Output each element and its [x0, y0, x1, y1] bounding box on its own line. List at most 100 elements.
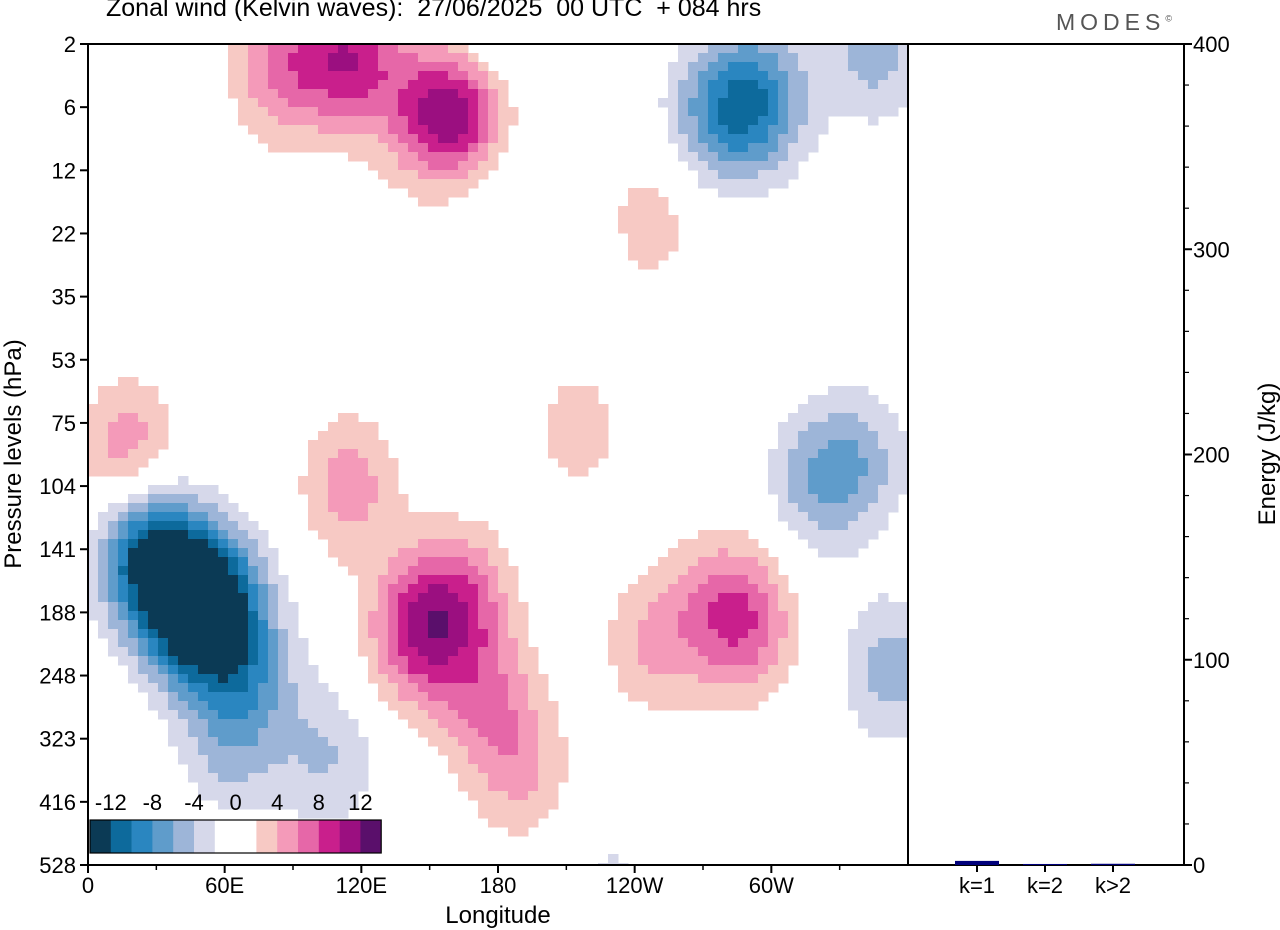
heatmap-cell — [208, 674, 219, 684]
colorbar-swatch — [256, 820, 278, 853]
heatmap-cell — [718, 71, 729, 81]
colorbar-swatch — [110, 820, 132, 853]
heatmap-cell — [228, 728, 239, 738]
heatmap-cell — [238, 782, 249, 792]
heatmap-cell — [258, 530, 269, 540]
heatmap-cell — [348, 89, 359, 99]
heatmap-cell — [848, 692, 859, 702]
heatmap-cell — [318, 800, 329, 810]
heatmap-cell — [408, 710, 419, 720]
heatmap-cell — [568, 422, 579, 432]
heatmap-cell — [458, 557, 469, 567]
heatmap-cell — [778, 575, 789, 585]
heatmap-cell — [718, 665, 729, 675]
heatmap-cell — [848, 674, 859, 684]
heatmap-cell — [328, 458, 339, 468]
heatmap-cell — [288, 737, 299, 747]
heatmap-cell — [808, 503, 819, 513]
heatmap-cell — [118, 620, 129, 630]
heatmap-cell — [838, 98, 849, 108]
heatmap-cell — [328, 530, 339, 540]
heatmap-cell — [98, 593, 109, 603]
heatmap-cell — [858, 503, 869, 513]
heatmap-cell — [438, 125, 449, 135]
heatmap-cell — [808, 107, 819, 117]
heatmap-cell — [768, 449, 779, 459]
heatmap-cell — [328, 44, 339, 54]
heatmap-cell — [748, 575, 759, 585]
heatmap-cell — [338, 413, 349, 423]
heatmap-cell — [858, 512, 869, 522]
heatmap-cell — [818, 62, 829, 72]
heatmap-cell — [248, 782, 259, 792]
heatmap-cell — [138, 548, 149, 558]
heatmap-cell — [468, 584, 479, 594]
heatmap-cell — [888, 449, 899, 459]
heatmap-cell — [198, 593, 209, 603]
heatmap-cell — [688, 557, 699, 567]
heatmap-cell — [788, 431, 799, 441]
heatmap-cell — [308, 746, 319, 756]
heatmap-cell — [848, 107, 859, 117]
heatmap-cell — [498, 107, 509, 117]
heatmap-cell — [438, 692, 449, 702]
heatmap-cell — [188, 692, 199, 702]
heatmap-cell — [698, 116, 709, 126]
heatmap-cell — [828, 440, 839, 450]
colorbar-tick-label: 12 — [348, 790, 372, 815]
heatmap-cell — [168, 557, 179, 567]
heatmap-cell — [268, 683, 279, 693]
heatmap-cell — [358, 512, 369, 522]
heatmap-cell — [208, 764, 219, 774]
heatmap-cell — [658, 701, 669, 711]
heatmap-cell — [828, 476, 839, 486]
heatmap-cell — [208, 782, 219, 792]
heatmap-cell — [238, 665, 249, 675]
heatmap-cell — [198, 728, 209, 738]
heatmap-cell — [258, 593, 269, 603]
heatmap-cell — [278, 701, 289, 711]
heatmap-cell — [838, 89, 849, 99]
heatmap-cell — [748, 557, 759, 567]
colorbar-swatch — [90, 820, 112, 853]
heatmap-cell — [708, 170, 719, 180]
heatmap-cell — [198, 620, 209, 630]
heatmap-cell — [808, 98, 819, 108]
heatmap-cell — [718, 566, 729, 576]
heatmap-cell — [258, 116, 269, 126]
heatmap-cell — [238, 656, 249, 666]
heatmap-cell — [468, 773, 479, 783]
heatmap-cell — [408, 593, 419, 603]
heatmap-cell — [738, 620, 749, 630]
heatmap-cell — [708, 674, 719, 684]
heatmap-cell — [238, 620, 249, 630]
heatmap-cell — [408, 62, 419, 72]
heatmap-cell — [418, 674, 429, 684]
heatmap-cell — [738, 575, 749, 585]
heatmap-cell — [318, 503, 329, 513]
heatmap-cell — [868, 530, 879, 540]
heatmap-cell — [848, 683, 859, 693]
heatmap-cell — [458, 746, 469, 756]
heatmap-cell — [88, 593, 99, 603]
heatmap-cell — [368, 107, 379, 117]
heatmap-cell — [148, 386, 159, 396]
heatmap-cell — [448, 701, 459, 711]
heatmap-cell — [498, 593, 509, 603]
heatmap-cell — [798, 485, 809, 495]
heatmap-cell — [828, 494, 839, 504]
heatmap-cell — [838, 467, 849, 477]
heatmap-cell — [748, 656, 759, 666]
heatmap-cell — [358, 440, 369, 450]
heatmap-cell — [838, 458, 849, 468]
heatmap-cell — [628, 251, 639, 261]
heatmap-cell — [838, 449, 849, 459]
heatmap-cell — [668, 566, 679, 576]
heatmap-cell — [758, 170, 769, 180]
heatmap-cell — [638, 584, 649, 594]
heatmap-cell — [478, 593, 489, 603]
heatmap-cell — [148, 422, 159, 432]
heatmap-cell — [818, 485, 829, 495]
heatmap-cell — [708, 620, 719, 630]
heatmap-cell — [658, 620, 669, 630]
